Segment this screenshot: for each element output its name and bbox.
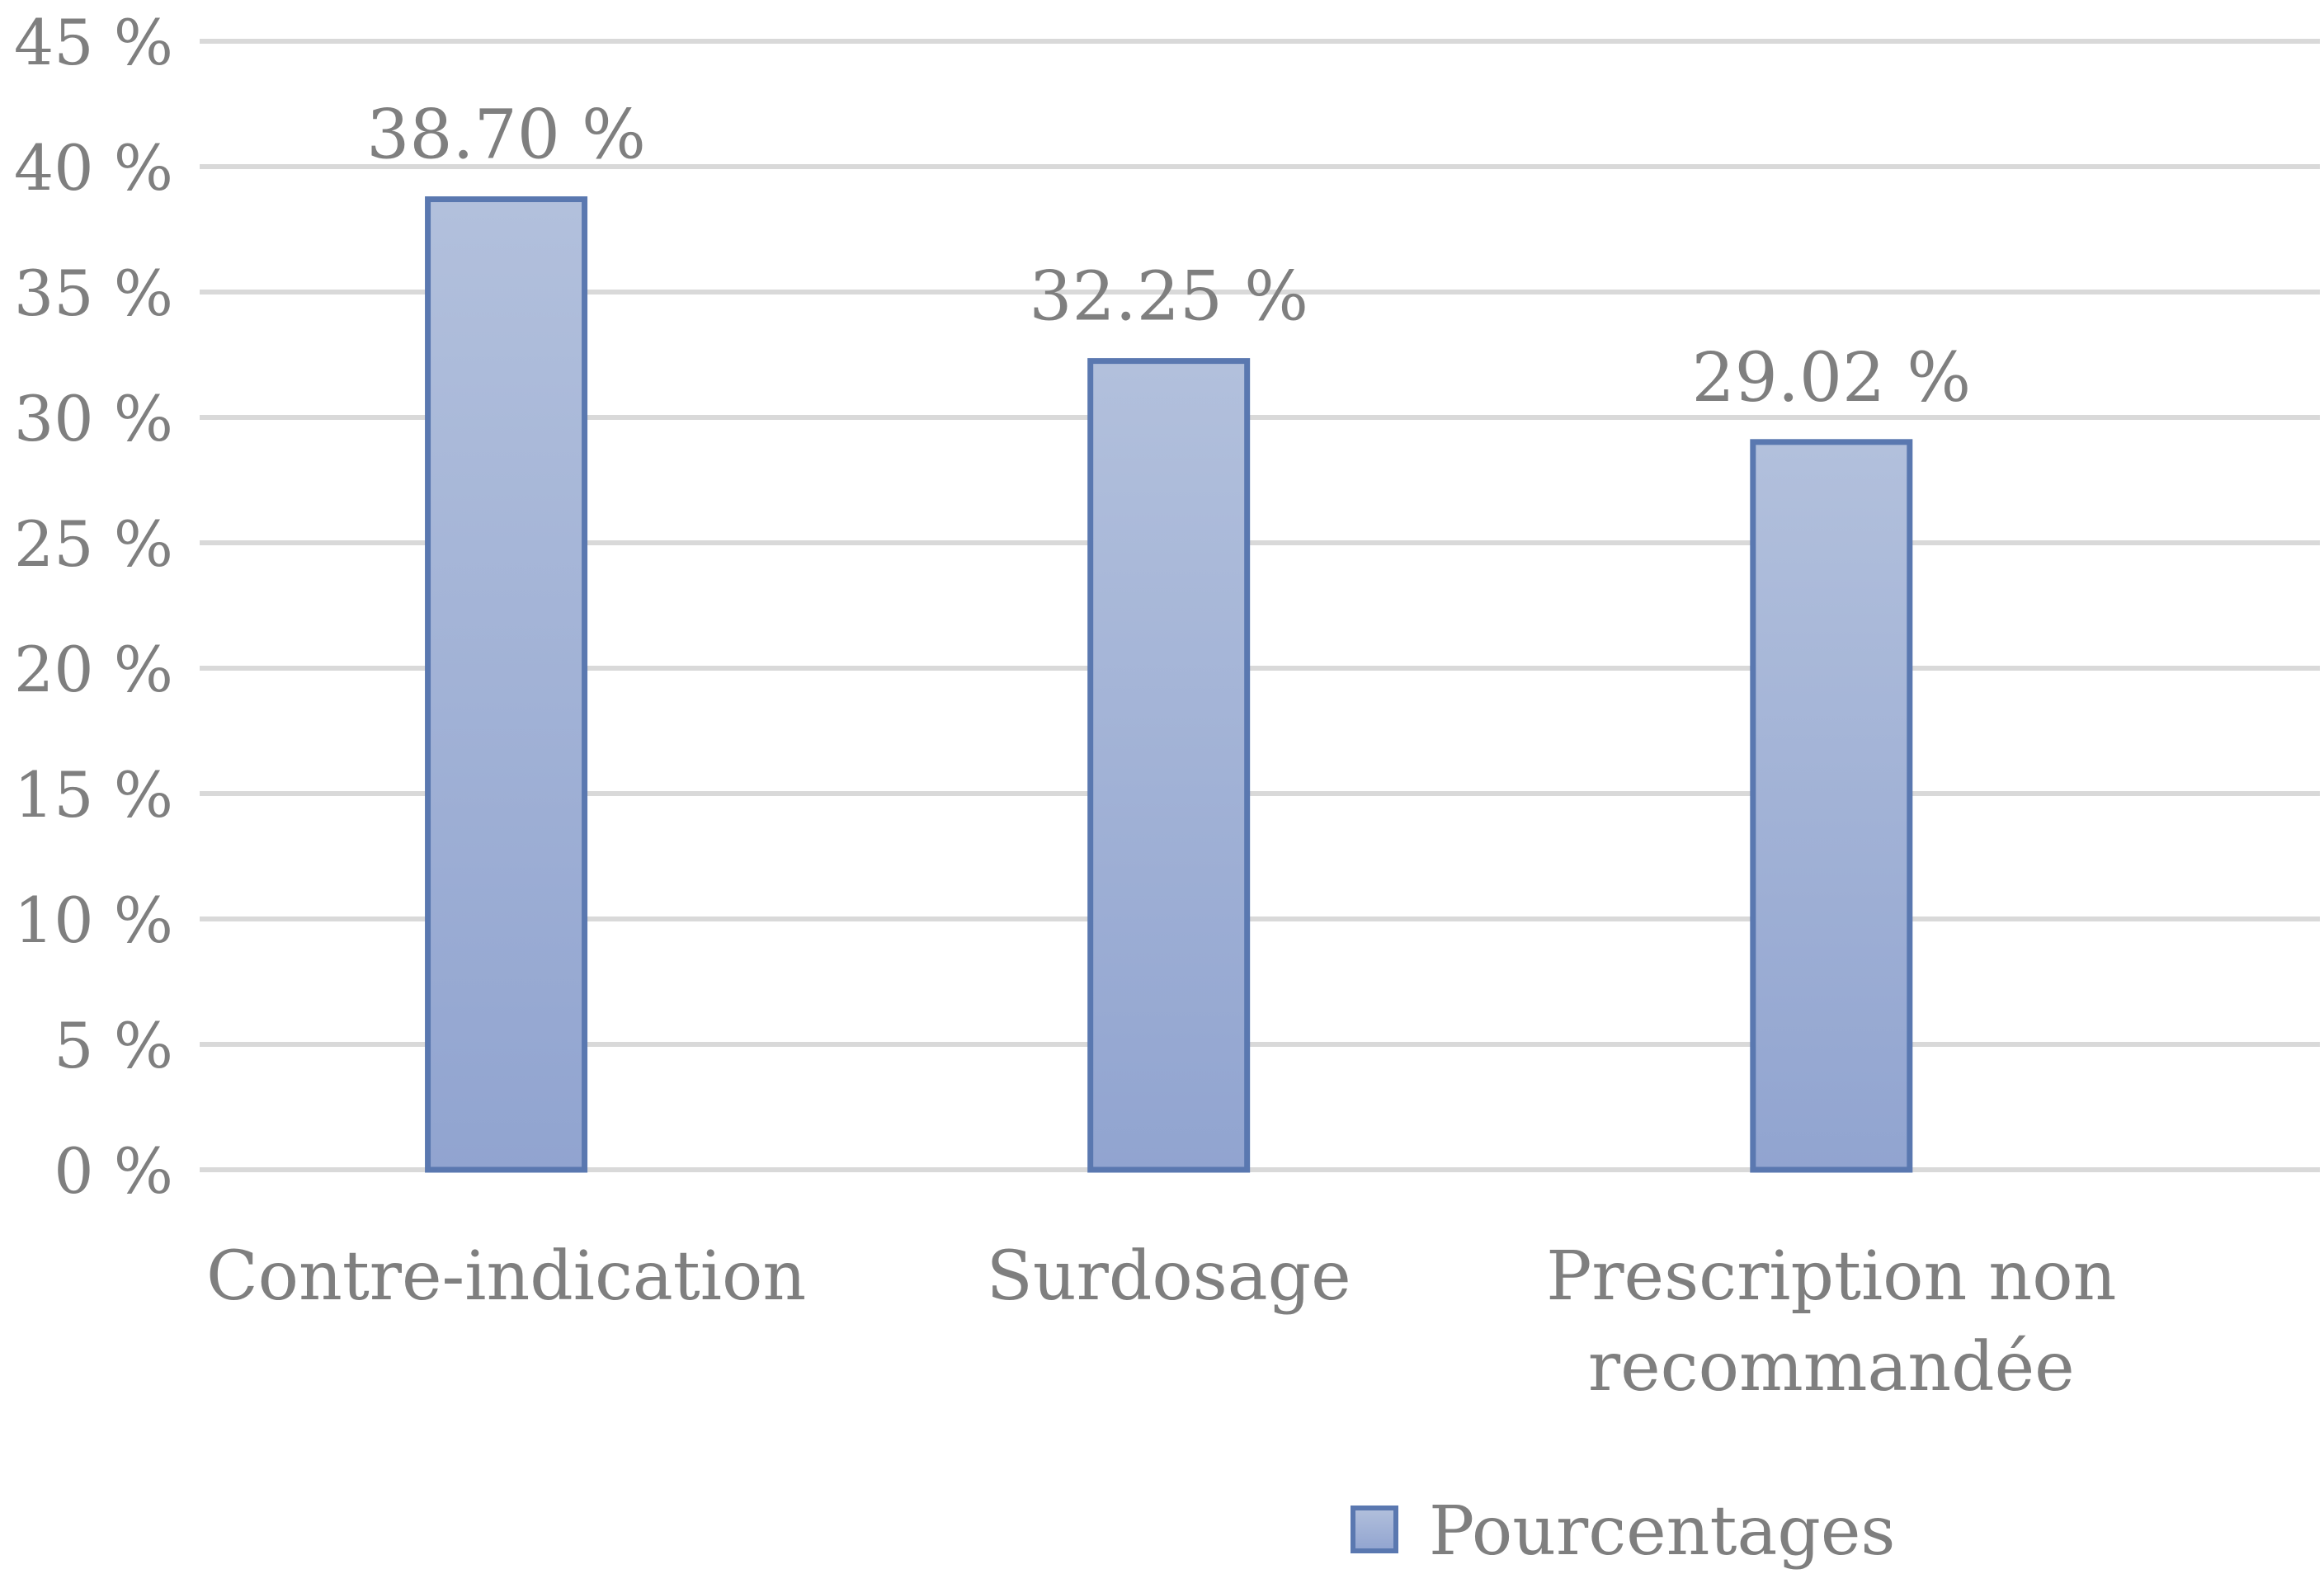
data-labels: 38.70 % 32.25 % 29.02 %: [366, 97, 1971, 417]
y-tick-label-10: 10 %: [14, 884, 173, 957]
y-axis-tick-labels: 0 % 5 % 10 % 15 % 20 % 25 % 30 % 35 % 40 % 45 %: [14, 6, 173, 1208]
legend[interactable]: Pourcentages: [1351, 1492, 1895, 1571]
y-tick-label-0: 0 %: [54, 1134, 173, 1208]
bar-2[interactable]: [1750, 439, 1913, 1173]
legend-swatch: [1351, 1506, 1398, 1553]
category-label-0: Contre-indication: [206, 1237, 806, 1316]
category-label-1: Surdosage: [987, 1237, 1351, 1316]
data-label-1: 32.25 %: [1029, 258, 1308, 337]
category-label-2: Prescription non recommandée: [1546, 1237, 2116, 1407]
y-tick-label-35: 35 %: [14, 257, 173, 330]
y-tick-label-40: 40 %: [14, 131, 173, 205]
y-tick-label-15: 15 %: [14, 758, 173, 832]
y-tick-label-45: 45 %: [14, 6, 173, 79]
y-tick-label-25: 25 %: [14, 507, 173, 581]
category-labels: Contre-indication Surdosage Prescription n…: [206, 1237, 2116, 1407]
bars: [425, 196, 1913, 1173]
bar-0[interactable]: [425, 196, 588, 1173]
bar-1[interactable]: [1087, 358, 1251, 1173]
y-tick-label-30: 30 %: [14, 382, 173, 455]
y-tick-label-20: 20 %: [14, 633, 173, 706]
y-tick-label-5: 5 %: [54, 1009, 173, 1082]
data-label-2: 29.02 %: [1691, 339, 1971, 417]
data-label-0: 38.70 %: [366, 97, 646, 175]
legend-label-pourcentages: Pourcentages: [1429, 1492, 1895, 1571]
